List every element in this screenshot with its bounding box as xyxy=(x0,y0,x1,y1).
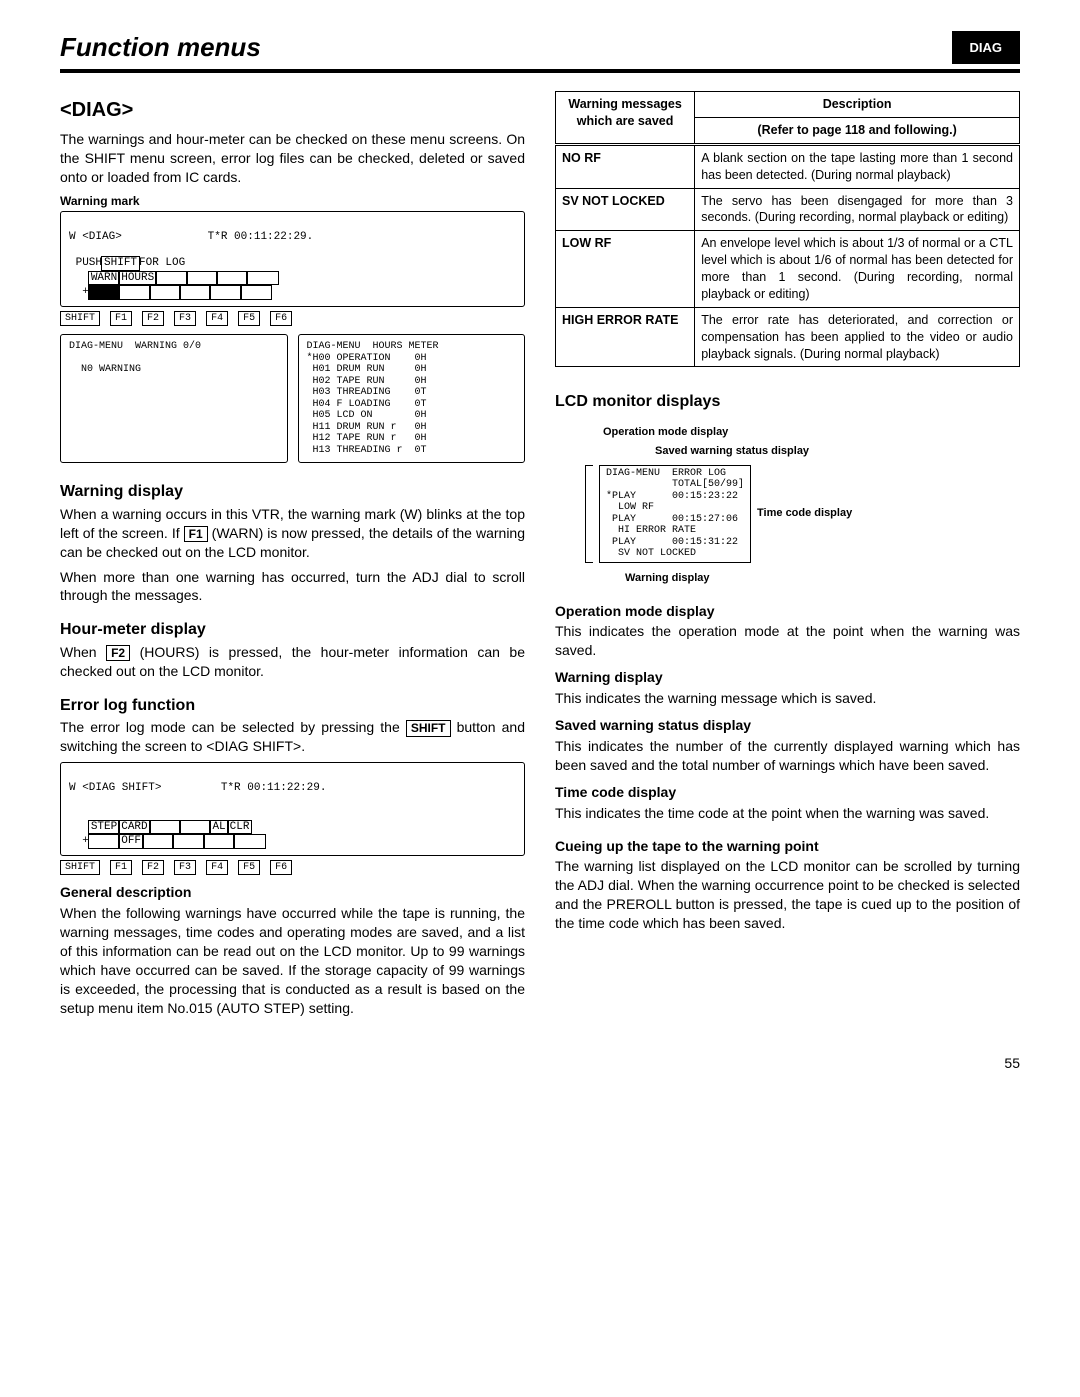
table-row: HIGH ERROR RATEThe error rate has deteri… xyxy=(556,307,1020,367)
warning-display-p2: When more than one warning has occurred,… xyxy=(60,568,525,606)
table-row: NO RFA blank section on the tape lasting… xyxy=(556,144,1020,188)
time-disp-heading: Time code display xyxy=(555,783,1020,802)
lcd-diag-main: W <DIAG> T*R 00:11:22:29. PUSHSHIFTFOR L… xyxy=(60,211,525,307)
fkey-row-2: SHIFT F1 F2 F3 F4 F5 F6 xyxy=(60,860,525,876)
hour-meter-p: When F2 (HOURS) is pressed, the hour-met… xyxy=(60,643,525,681)
wt-head-desc-sub: (Refer to page 118 and following.) xyxy=(695,117,1020,144)
warning-display-heading: Warning display xyxy=(60,481,525,503)
general-desc-p: When the following warnings have occurre… xyxy=(60,904,525,1017)
warn-disp-heading: Warning display xyxy=(555,668,1020,687)
header-rule xyxy=(60,69,1020,73)
error-log-heading: Error log function xyxy=(60,695,525,717)
general-desc-heading: General description xyxy=(60,883,525,902)
table-row: SV NOT LOCKEDThe servo has been disengag… xyxy=(556,188,1020,231)
warning-table: Warning messages which are saved Descrip… xyxy=(555,91,1020,367)
wt-head-msgs: Warning messages which are saved xyxy=(556,92,695,145)
lcd-warning-sub: DIAG-MENU WARNING 0/0 N0 WARNING xyxy=(60,334,288,463)
saved-disp-heading: Saved warning status display xyxy=(555,716,1020,735)
op-disp-heading: Operation mode display xyxy=(555,602,1020,621)
hour-meter-heading: Hour-meter display xyxy=(60,619,525,641)
lcd-monitor-heading: LCD monitor displays xyxy=(555,391,1020,413)
cue-heading: Cueing up the tape to the warning point xyxy=(555,837,1020,856)
saved-disp-p: This indicates the number of the current… xyxy=(555,737,1020,775)
header-tag: DIAG xyxy=(952,31,1021,65)
warn-disp-p: This indicates the warning message which… xyxy=(555,689,1020,708)
warning-display-p1: When a warning occurs in this VTR, the w… xyxy=(60,505,525,562)
time-disp-p: This indicates the time code at the poin… xyxy=(555,804,1020,823)
page-title: Function menus xyxy=(60,30,952,65)
section-heading: <DIAG> xyxy=(60,97,525,124)
fkey-row-1: SHIFT F1 F2 F3 F4 F5 F6 xyxy=(60,311,525,327)
wt-head-desc: Description xyxy=(695,92,1020,118)
error-log-p: The error log mode can be selected by pr… xyxy=(60,718,525,756)
cue-p: The warning list displayed on the LCD mo… xyxy=(555,857,1020,933)
lcd-hours-sub: DIAG-MENU HOURS METER *H00 OPERATION 0H … xyxy=(298,334,526,463)
lcd-diag-shift: W <DIAG SHIFT> T*R 00:11:22:29. STEPCARD… xyxy=(60,762,525,856)
table-row: LOW RFAn envelope level which is about 1… xyxy=(556,231,1020,308)
page-number: 55 xyxy=(60,1054,1020,1073)
intro-text: The warnings and hour-meter can be check… xyxy=(60,130,525,187)
warning-mark-caption: Warning mark xyxy=(60,193,525,209)
op-disp-p: This indicates the operation mode at the… xyxy=(555,622,1020,660)
lcd-annotated-diagram: Operation mode display Saved warning sta… xyxy=(555,415,1020,594)
